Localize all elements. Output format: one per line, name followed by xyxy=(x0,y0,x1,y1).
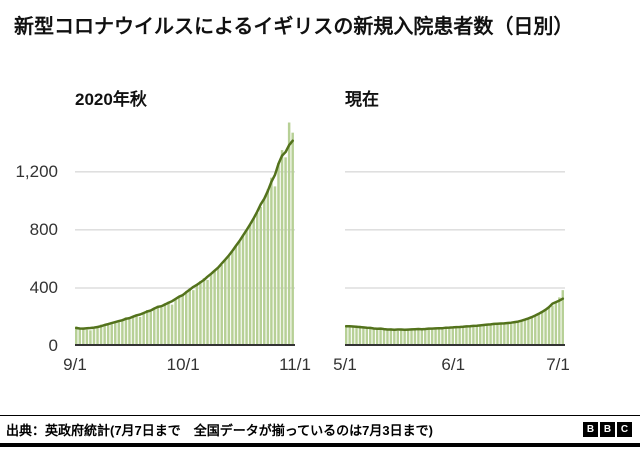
y-tick-label: 0 xyxy=(48,336,58,355)
source-text: 出典：英政府統計(7月7日まで 全国データが揃っているのは7月3日まで) xyxy=(6,423,433,438)
bbc-logo-block: C xyxy=(617,422,632,437)
bbc-logo-block: B xyxy=(583,422,598,437)
panel-plot-1 xyxy=(345,171,565,346)
panel-ticks-1: 5/1 6/1 7/1 xyxy=(333,355,570,381)
footer: 出典：英政府統計(7月7日まで 全国データが揃っているのは7月3日まで) B B… xyxy=(0,415,640,447)
panel-current: 現在 5/1 6/1 7/1 xyxy=(333,85,570,381)
panel-label-autumn: 2020年秋 xyxy=(75,90,147,109)
y-axis-labels: 0 400 800 1,200 xyxy=(0,108,64,355)
x-tick-label: 6/1 xyxy=(441,355,466,374)
x-tick-label: 9/1 xyxy=(63,355,87,374)
panel-label-current: 現在 xyxy=(345,90,379,109)
bbc-logo-block: B xyxy=(600,422,615,437)
panel-autumn-2020: 2020年秋 9/1 10/1 11/1 xyxy=(63,85,311,381)
chart-area: 0 400 800 1,200 2020年秋 9/1 10/1 11/1 現在 5/1 6/… xyxy=(0,85,570,381)
x-tick-label: 7/1 xyxy=(546,355,570,374)
x-tick-label: 5/1 xyxy=(333,355,357,374)
panel-ticks-0: 9/1 10/1 11/1 xyxy=(63,355,311,381)
panel-plot-0 xyxy=(75,122,295,346)
y-tick-label: 1,200 xyxy=(15,161,58,181)
x-tick-label: 11/1 xyxy=(279,355,311,374)
page-title: 新型コロナウイルスによるイギリスの新規入院患者数（日別） xyxy=(14,16,574,38)
y-tick-label: 400 xyxy=(29,277,58,297)
bbc-logo: B B C xyxy=(583,422,632,437)
x-tick-label: 10/1 xyxy=(166,355,200,374)
y-tick-label: 800 xyxy=(29,219,58,239)
